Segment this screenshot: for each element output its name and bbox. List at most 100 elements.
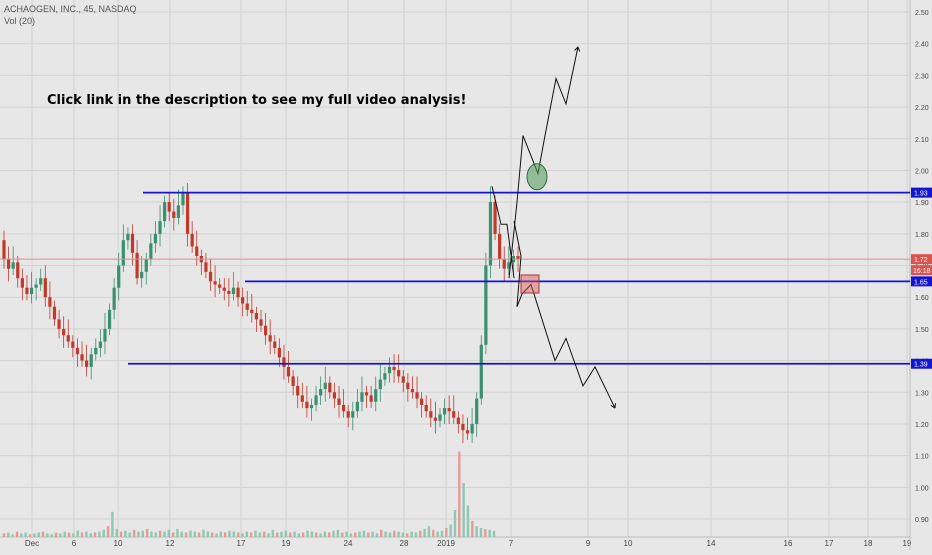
x-tick-label: 16 [784, 539, 793, 548]
candle-body [75, 347, 80, 355]
candle-body [415, 392, 419, 399]
y-tick-label: 2.30 [915, 73, 929, 80]
candle-body [360, 392, 364, 402]
volume-bar [76, 530, 79, 537]
candle-body [231, 287, 236, 295]
volume-bar [163, 531, 166, 537]
candle-body [429, 411, 433, 418]
volume-bar [358, 531, 361, 537]
volume-bar [479, 528, 483, 537]
candle-body [112, 287, 116, 310]
candle-body [34, 284, 38, 288]
candle-body [397, 370, 401, 377]
volume-bar [37, 532, 40, 537]
volume-bar [150, 531, 153, 537]
candle-body [39, 278, 43, 285]
candle-body [296, 385, 300, 396]
candle-body [259, 319, 263, 326]
volume-bar [375, 533, 379, 537]
candle-body [98, 341, 102, 348]
volume-bar [124, 530, 127, 537]
candle-body [392, 366, 396, 371]
volume-bar [85, 531, 88, 537]
candle-body [16, 262, 20, 279]
volume-bar [93, 532, 97, 537]
candle-body [52, 306, 57, 320]
candle-body [176, 205, 180, 218]
projection-up-path-arrowhead [574, 46, 581, 52]
candle-body [488, 202, 493, 266]
candle-body [130, 233, 135, 253]
candle-body [433, 417, 437, 421]
x-tick-label: 14 [707, 539, 716, 548]
candle-body [291, 376, 295, 386]
x-tick-label: Dec [25, 539, 39, 548]
volume-bar [115, 528, 118, 537]
projection-up-path [508, 46, 579, 279]
volume-bar [202, 529, 205, 537]
volume-bar [7, 532, 10, 537]
y-tick-label: 2.10 [915, 137, 929, 144]
candle-body [465, 430, 470, 434]
volume-bar [445, 528, 448, 537]
candle-body [452, 411, 456, 418]
volume-bar [492, 530, 496, 537]
volume-bar [176, 528, 179, 537]
candle-body [502, 259, 506, 269]
volume-bar [184, 532, 188, 537]
candle-body [172, 211, 176, 218]
volume-bar [297, 533, 301, 537]
volume-bar [2, 533, 6, 537]
volume-bar [219, 531, 223, 537]
candle-body [213, 281, 217, 285]
candle-body [227, 290, 231, 295]
candle-body [218, 284, 222, 288]
candle-body [85, 360, 89, 367]
annotation-text: Click link in the description to see my … [47, 93, 467, 108]
candle-body [126, 233, 130, 241]
x-tick-label: 2019 [437, 539, 455, 548]
volume-bar [20, 533, 23, 537]
volume-bar [67, 532, 71, 537]
candle-body [282, 357, 286, 367]
volume-bar [80, 532, 84, 537]
volume-bar [102, 529, 105, 537]
candle-body [378, 379, 382, 390]
candle-body [208, 271, 213, 282]
volume-bar [89, 533, 92, 537]
candle-body [456, 417, 460, 424]
candle-body [424, 404, 428, 412]
volume-bar [427, 526, 431, 537]
volume-bar [215, 533, 218, 537]
target-circle [526, 163, 548, 191]
projection-entry-path [491, 186, 515, 279]
candle-body [222, 287, 226, 291]
candle-body [273, 341, 277, 348]
volume-bar [323, 531, 327, 537]
volume-bar [284, 530, 288, 537]
candle-body [190, 233, 194, 247]
x-tick-label: 18 [864, 539, 873, 548]
y-tick-label: 1.60 [915, 295, 929, 302]
level-tag [911, 187, 932, 198]
volume-bar [414, 532, 418, 537]
volume-bar [262, 531, 266, 537]
x-tick-label: 10 [624, 539, 633, 548]
candle-body [479, 344, 483, 399]
candle-body [263, 325, 268, 336]
volume-bar [50, 534, 53, 537]
volume-bar [406, 533, 409, 537]
volume-bar [371, 531, 374, 537]
volume-bar [275, 532, 279, 537]
volume-bar [280, 531, 283, 537]
candle-body [158, 221, 162, 234]
candle-body [11, 262, 15, 269]
volume-bar [59, 533, 62, 537]
volume-bar [341, 532, 344, 537]
volume-bar [258, 532, 262, 537]
y-tick-label: 1.90 [915, 200, 929, 207]
volume-bar [197, 532, 201, 537]
candle-body [71, 341, 75, 348]
